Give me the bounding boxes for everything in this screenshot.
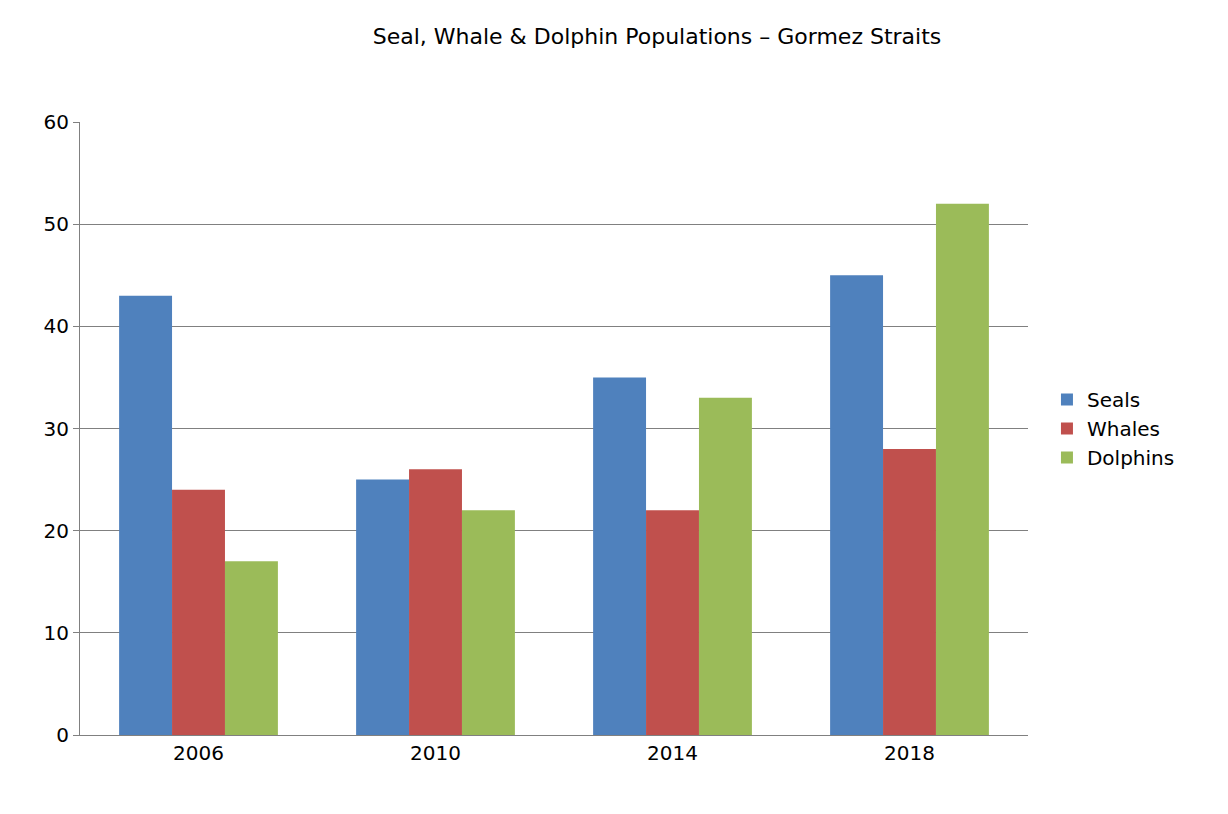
svg-text:50: 50 <box>44 212 69 236</box>
svg-text:10: 10 <box>44 621 69 645</box>
svg-text:Dolphins: Dolphins <box>1087 446 1174 470</box>
svg-text:Seal, Whale & Dolphin Populati: Seal, Whale & Dolphin Populations – Gorm… <box>373 24 942 49</box>
svg-text:0: 0 <box>56 723 69 747</box>
svg-text:60: 60 <box>44 110 69 134</box>
svg-text:30: 30 <box>44 417 69 441</box>
svg-text:Whales: Whales <box>1087 417 1160 441</box>
svg-text:2006: 2006 <box>173 741 224 765</box>
svg-text:2018: 2018 <box>884 741 935 765</box>
svg-text:Seals: Seals <box>1087 388 1140 412</box>
svg-text:40: 40 <box>44 314 69 338</box>
svg-text:20: 20 <box>44 519 69 543</box>
svg-text:2014: 2014 <box>647 741 698 765</box>
svg-text:2010: 2010 <box>410 741 461 765</box>
